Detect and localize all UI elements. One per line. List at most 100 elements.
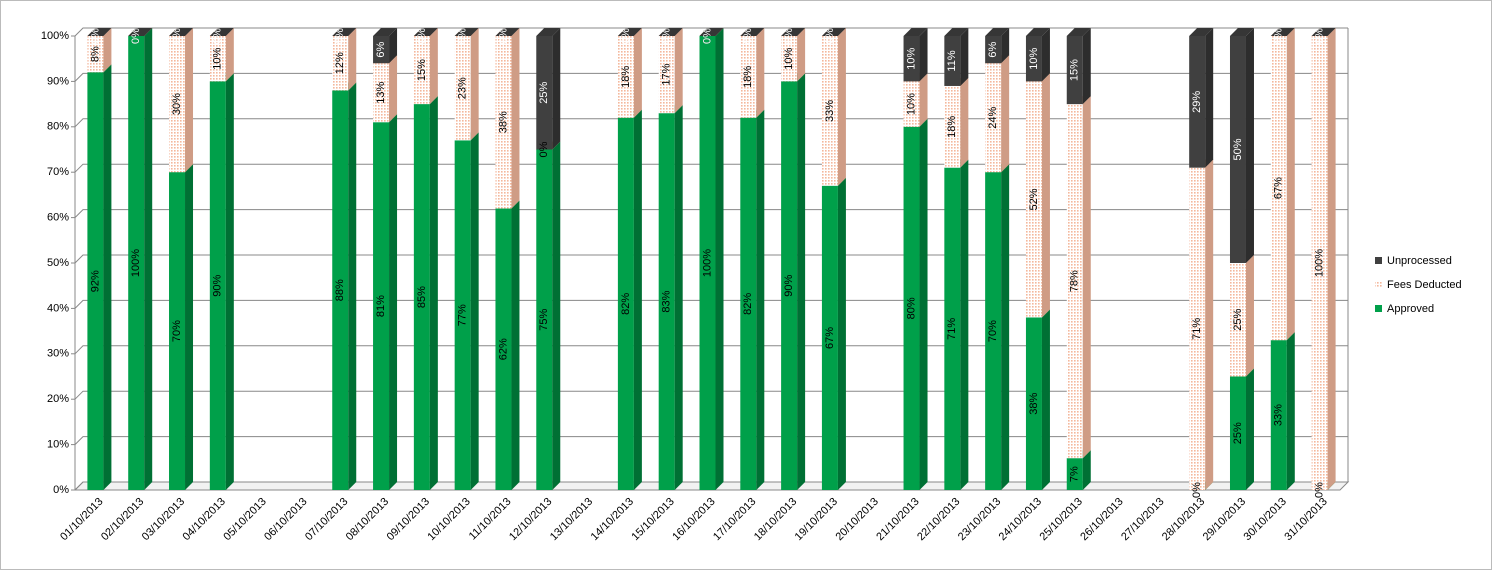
bar-front [944, 36, 961, 86]
legend-swatch [1375, 281, 1382, 288]
bar-side [715, 28, 724, 490]
bar-front [1025, 36, 1042, 82]
y-tick-label: 50% [47, 257, 69, 269]
bar-front [454, 36, 471, 141]
data-label: 0% [783, 28, 795, 44]
bar-side [1041, 28, 1050, 82]
bar-top [495, 28, 520, 36]
bar-top [821, 28, 846, 36]
bar-side [225, 28, 234, 82]
bar-side [225, 73, 234, 491]
bar-segment [332, 28, 357, 36]
bar-side [1286, 332, 1295, 490]
bar-side [103, 64, 112, 490]
data-label: 67% [824, 327, 836, 349]
bar-side [756, 28, 765, 118]
bar-front [1270, 36, 1287, 341]
data-label: 71% [1191, 318, 1203, 340]
bar-front [985, 172, 1002, 490]
bar-front [373, 122, 390, 490]
bar-front [87, 72, 104, 490]
bar-segment [1270, 28, 1295, 341]
bar-side [1245, 368, 1254, 490]
bar-front [985, 36, 1002, 64]
data-label: 8% [89, 46, 101, 62]
bar-side [511, 200, 520, 490]
data-label: 0% [130, 28, 142, 44]
data-label: 52% [1028, 188, 1040, 210]
bar-front [1066, 104, 1083, 459]
data-label: 10% [783, 47, 795, 69]
data-label: 78% [1069, 270, 1081, 292]
data-label: 17% [661, 63, 673, 85]
bar-segment [209, 73, 234, 491]
data-label: 10% [212, 47, 224, 69]
bar-top [944, 28, 969, 36]
bar-side [1001, 55, 1010, 173]
bar-top [740, 28, 765, 36]
data-label: 18% [620, 66, 632, 88]
bar-segment [617, 28, 642, 36]
bar-side [429, 28, 438, 105]
bar-side [389, 28, 398, 64]
bar-top [617, 28, 642, 36]
data-label: 38% [1028, 393, 1040, 415]
bar-segment [1311, 28, 1336, 36]
bar-side [470, 132, 479, 491]
data-label: 23% [457, 77, 469, 99]
data-label: 0% [620, 28, 632, 44]
bar-side [633, 109, 642, 490]
data-label: 30% [171, 93, 183, 115]
bar-segment [1229, 28, 1254, 263]
bar-side [919, 118, 928, 491]
bar-front [740, 36, 757, 118]
bar-side [797, 73, 806, 491]
y-tick-label: 30% [47, 348, 69, 360]
bar-top [1025, 28, 1050, 36]
bar-side [960, 28, 969, 86]
bar-top [1229, 28, 1254, 36]
data-label: 0% [701, 28, 713, 44]
data-label: 0% [416, 28, 428, 44]
bar-front [209, 36, 226, 82]
legend-swatch [1375, 305, 1382, 312]
bar-side [919, 28, 928, 82]
bar-top [1189, 28, 1214, 36]
bar-front [740, 117, 757, 490]
bar-segment [169, 28, 194, 36]
y-tick-label: 40% [47, 302, 69, 314]
data-label: 10% [1028, 47, 1040, 69]
data-label: 33% [1273, 404, 1285, 426]
bar-front [413, 36, 430, 105]
data-label: 62% [497, 338, 509, 360]
data-label: 70% [171, 320, 183, 342]
bar-side [797, 28, 806, 82]
bar-segment [209, 28, 234, 82]
bar-front [903, 126, 920, 491]
bar-segment [944, 159, 969, 490]
data-label: 77% [457, 304, 469, 326]
data-label: 33% [824, 100, 836, 122]
data-label: 38% [497, 111, 509, 133]
bar-segment [332, 82, 357, 490]
bar-front [536, 36, 553, 150]
bar-segment [985, 28, 1010, 64]
bar-segment [740, 109, 765, 490]
bar-front [944, 167, 961, 490]
bar-front [1066, 458, 1083, 490]
data-label: 71% [946, 318, 958, 340]
data-label: 82% [742, 293, 754, 315]
data-label: 6% [375, 41, 387, 57]
bar-segment [903, 28, 928, 82]
bar-front [699, 36, 716, 490]
bar-front [781, 81, 798, 491]
data-label: 88% [334, 279, 346, 301]
bar-side [837, 177, 846, 490]
data-label: 10% [905, 93, 917, 115]
bar-segment [699, 28, 724, 36]
bar-front [209, 81, 226, 491]
data-label: 6% [987, 41, 999, 57]
bar-front [1229, 263, 1246, 377]
y-tick-label: 100% [41, 30, 69, 42]
data-label: 15% [416, 59, 428, 81]
